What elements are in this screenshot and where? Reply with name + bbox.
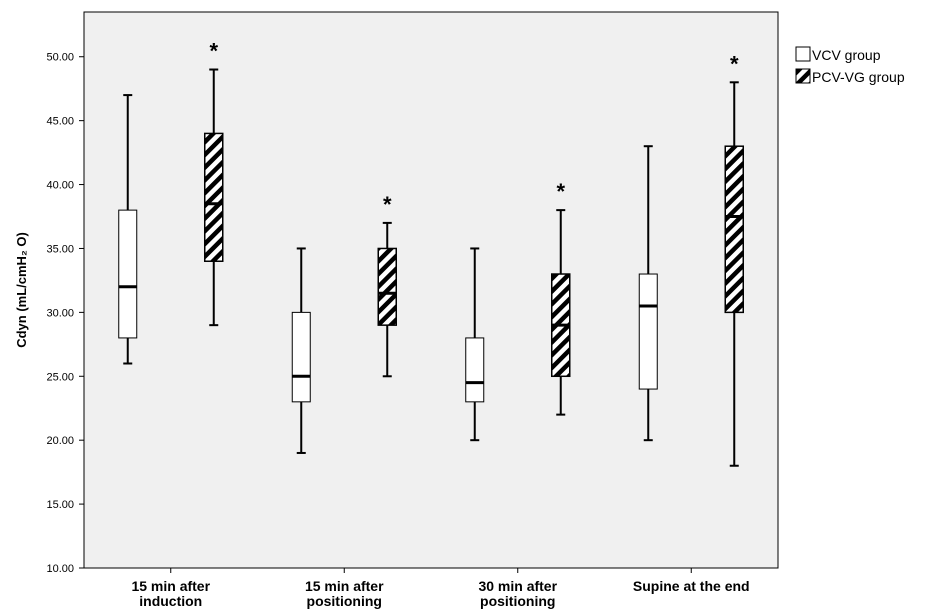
legend-swatch <box>795 68 811 84</box>
boxes: * * * * <box>118 39 744 467</box>
x-tick-label: Supine at the end <box>633 578 750 594</box>
significance-marker: * <box>730 51 739 76</box>
plot-area <box>83 11 779 569</box>
significance-marker: * <box>383 192 392 217</box>
x-tick-label: 30 min after <box>478 578 557 594</box>
box-iqr <box>638 273 658 390</box>
box-vcv <box>291 247 311 454</box>
box-iqr <box>377 247 397 326</box>
y-tick-label: 45.00 <box>46 116 74 128</box>
y-tick-label: 10.00 <box>46 563 74 575</box>
significance-marker: * <box>556 179 565 204</box>
box-iqr <box>291 311 311 403</box>
box-pcv-vg: * <box>204 39 224 327</box>
box-pcv-vg: * <box>551 179 571 416</box>
box-iqr <box>465 337 485 403</box>
legend-label: PCV-VG group <box>812 69 905 85</box>
box-pcv-vg: * <box>377 192 397 378</box>
y-tick-label: 25.00 <box>46 371 74 383</box>
significance-marker: * <box>209 39 218 64</box>
legend-label: VCV group <box>812 47 881 63</box>
y-axis-title: Cdyn (mL/cmH₂ O) <box>14 232 29 348</box>
box-iqr <box>204 132 224 262</box>
y-tick-label: 30.00 <box>46 307 74 319</box>
box-vcv <box>638 145 658 442</box>
y-tick-label: 40.00 <box>46 180 74 192</box>
y-tick-label: 15.00 <box>46 499 74 511</box>
box-iqr <box>118 209 138 339</box>
box-vcv <box>118 94 138 365</box>
y-tick-label: 20.00 <box>46 435 74 447</box>
x-tick-label: 15 min after <box>305 578 384 594</box>
y-tick-label: 35.00 <box>46 243 74 255</box>
x-tick-label: positioning <box>480 593 555 609</box>
y-axis: 10.00 15.00 20.00 25.00 30.00 35.00 40.00 45.00… <box>46 52 84 575</box>
y-tick-label: 50.00 <box>46 52 74 64</box>
box-vcv <box>465 247 485 442</box>
x-tick-label: induction <box>139 593 202 609</box>
box-iqr <box>724 145 744 314</box>
x-tick-label: positioning <box>307 593 382 609</box>
box-pcv-vg: * <box>724 51 744 467</box>
legend-swatch <box>795 46 811 62</box>
x-tick-label: 15 min after <box>131 578 210 594</box>
legend: VCV group PCV-VG group <box>795 46 905 85</box>
